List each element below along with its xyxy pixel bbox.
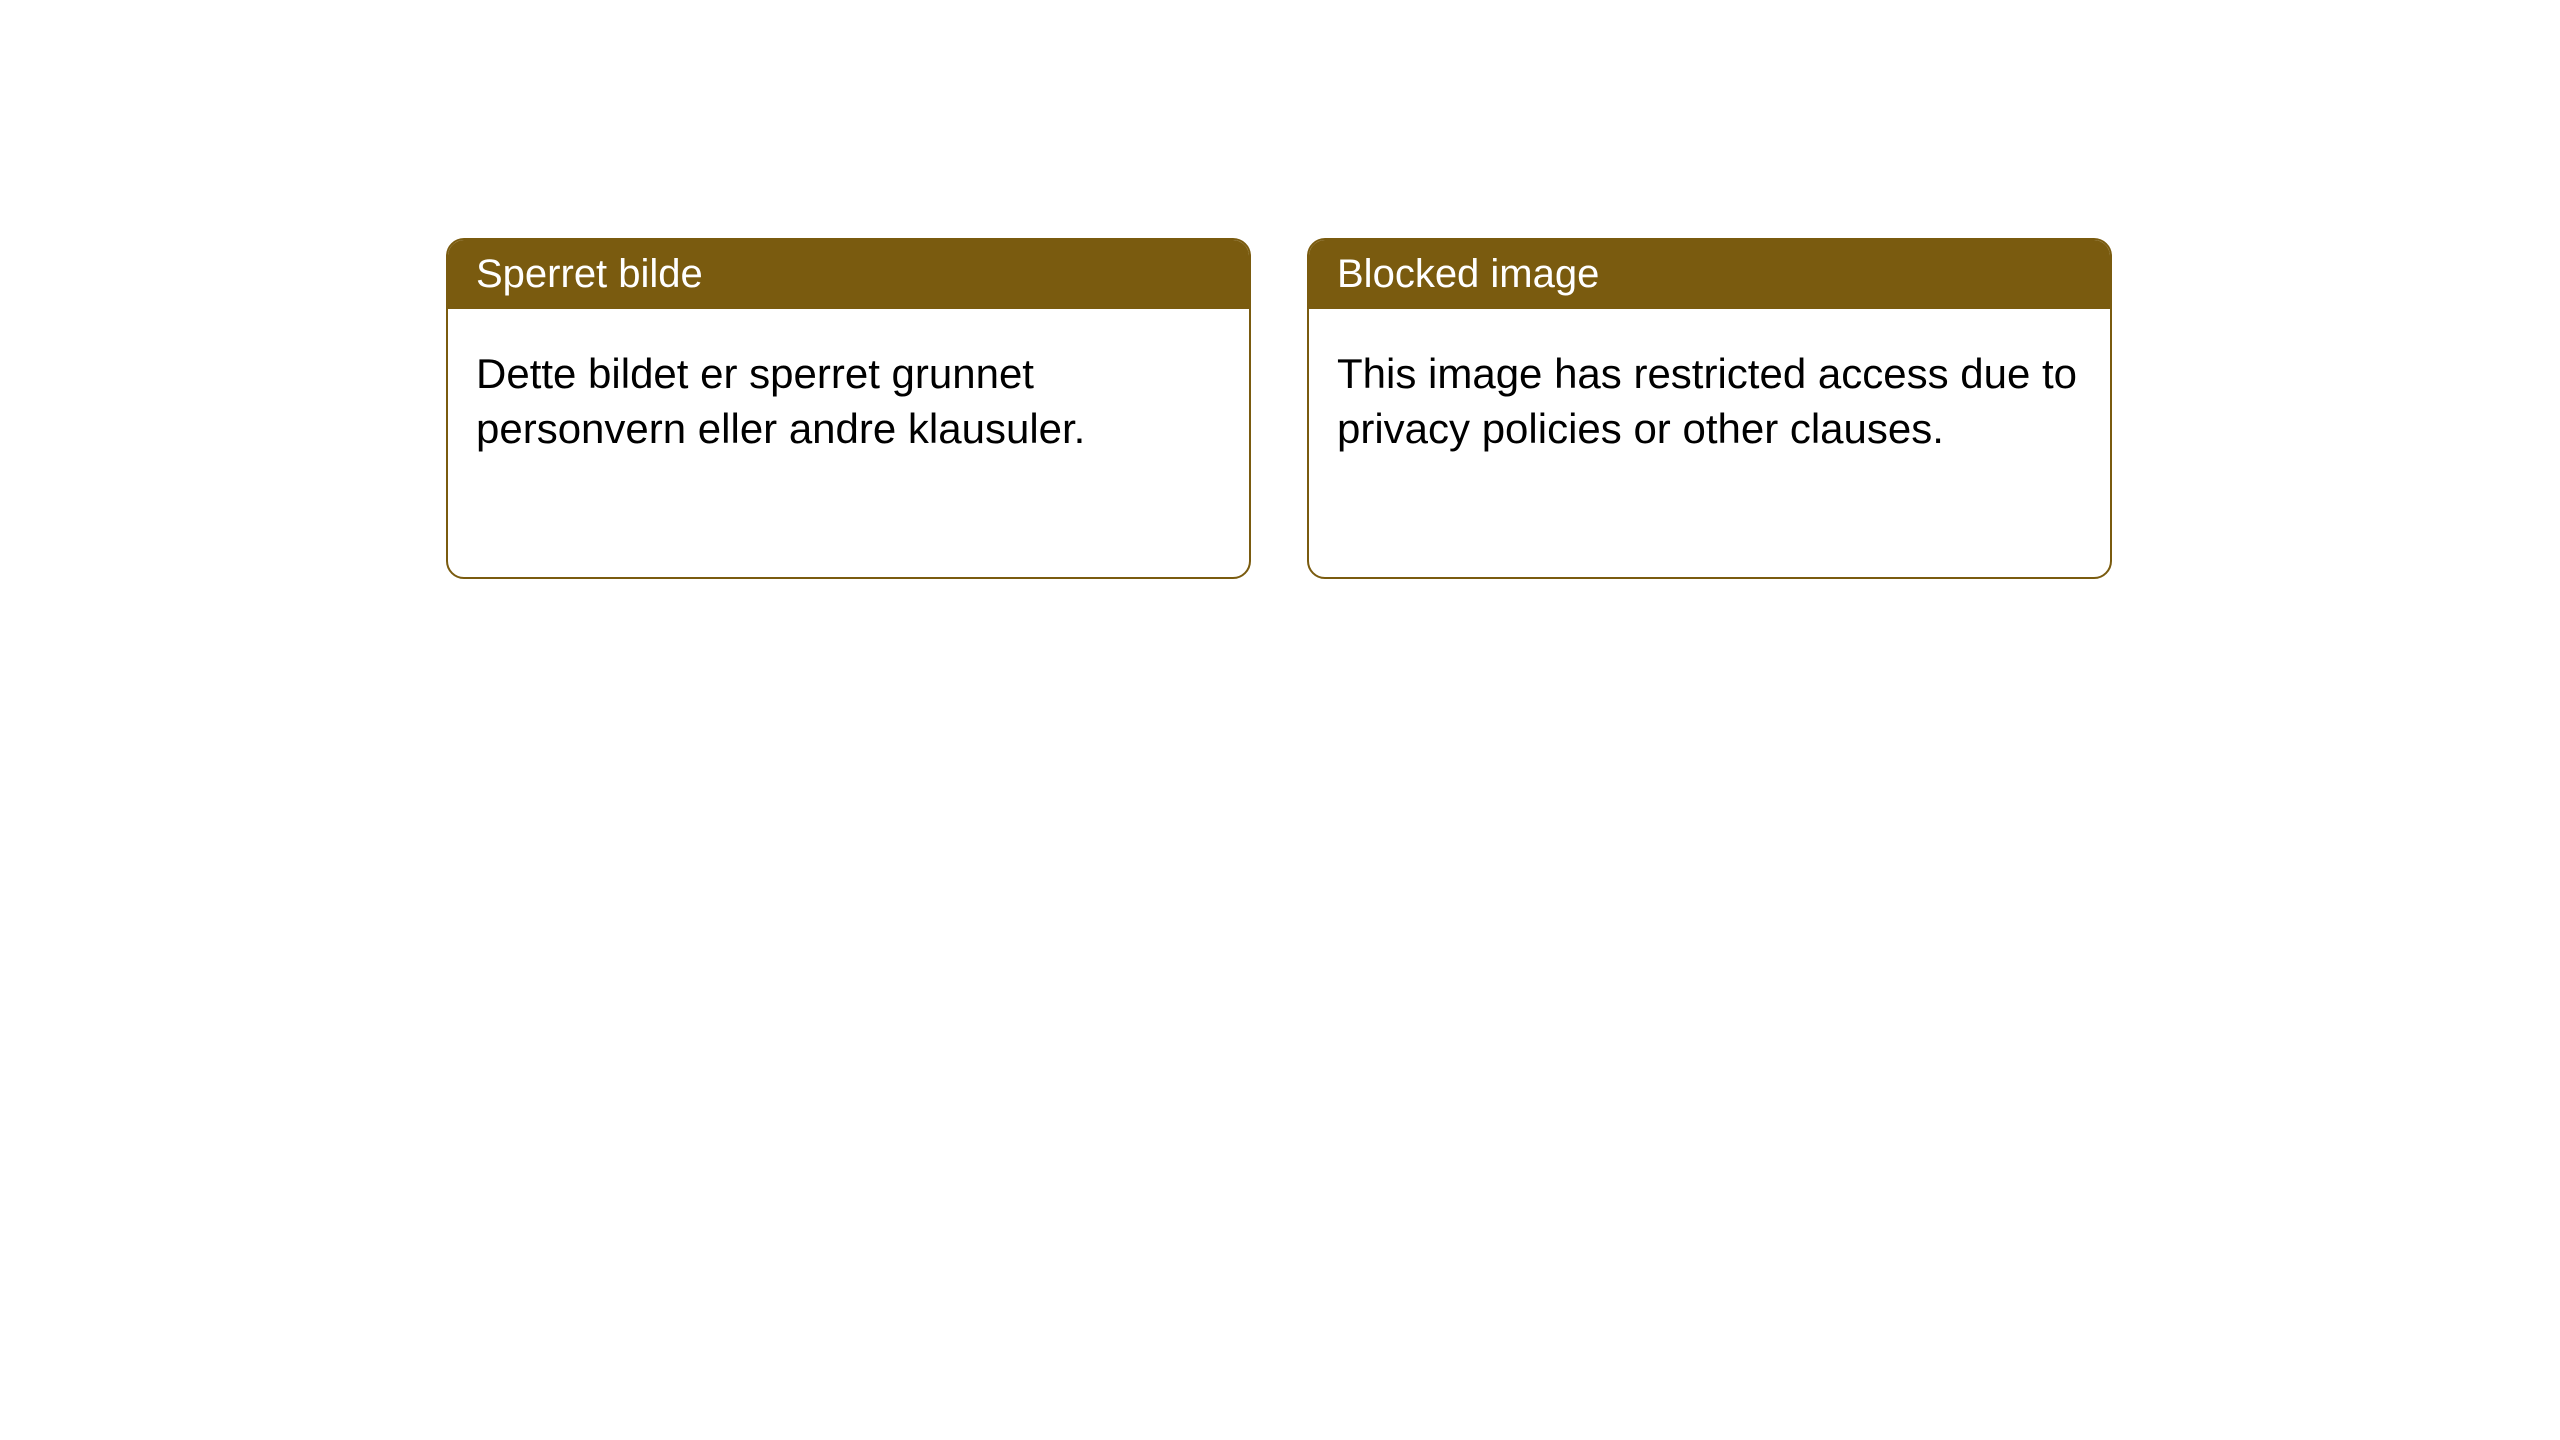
- notice-body-text: Dette bildet er sperret grunnet personve…: [476, 350, 1085, 452]
- notice-title: Blocked image: [1337, 252, 1599, 296]
- notice-body: Dette bildet er sperret grunnet personve…: [448, 309, 1249, 494]
- notice-body: This image has restricted access due to …: [1309, 309, 2110, 494]
- notice-header: Blocked image: [1309, 240, 2110, 309]
- notice-card-norwegian: Sperret bilde Dette bildet er sperret gr…: [446, 238, 1251, 579]
- notice-title: Sperret bilde: [476, 252, 703, 296]
- notice-body-text: This image has restricted access due to …: [1337, 350, 2077, 452]
- notice-header: Sperret bilde: [448, 240, 1249, 309]
- notice-card-english: Blocked image This image has restricted …: [1307, 238, 2112, 579]
- notice-container: Sperret bilde Dette bildet er sperret gr…: [446, 238, 2112, 579]
